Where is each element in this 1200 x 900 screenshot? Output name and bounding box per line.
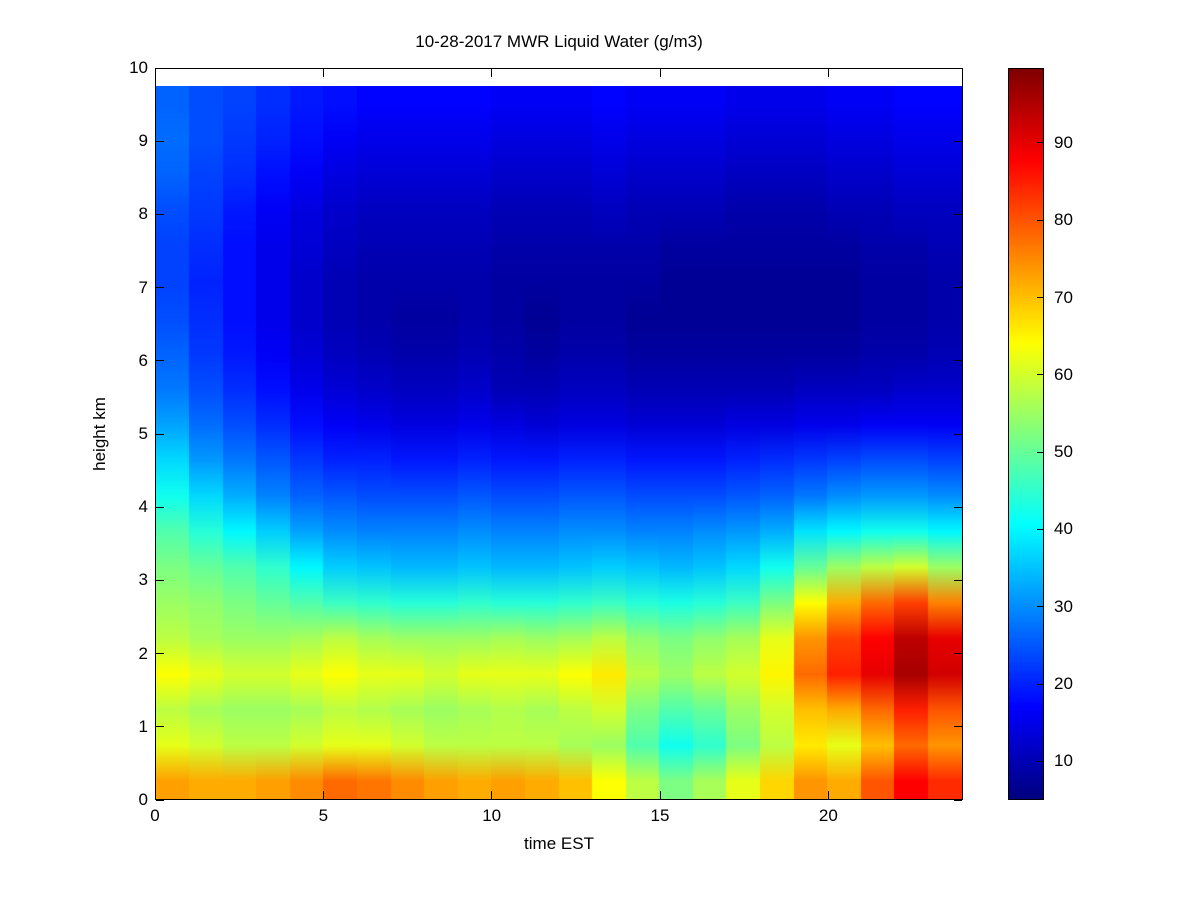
- colorbar-tick-label: 60: [1054, 364, 1073, 384]
- y-tick-mark-right: [954, 67, 962, 69]
- colorbar-tick-label: 50: [1054, 442, 1073, 462]
- y-tick-mark-right: [954, 287, 962, 289]
- x-tick-mark-top: [827, 69, 829, 77]
- y-tick-mark-right: [954, 653, 962, 655]
- y-tick-label: 9: [138, 131, 148, 151]
- x-tick-mark: [827, 791, 829, 799]
- colorbar-tick-label: 70: [1054, 287, 1073, 307]
- y-tick-label: 8: [138, 204, 148, 224]
- colorbar-tick-mark: [1037, 683, 1043, 685]
- x-tick-mark: [491, 791, 493, 799]
- y-tick-mark-right: [954, 140, 962, 142]
- colorbar-tick-mark: [1037, 297, 1043, 299]
- y-tick-mark: [156, 653, 164, 655]
- y-tick-mark: [156, 433, 164, 435]
- y-tick-mark-right: [954, 433, 962, 435]
- chart-title: 10-28-2017 MWR Liquid Water (g/m3): [415, 32, 703, 51]
- y-tick-mark: [156, 213, 164, 215]
- y-tick-label: 5: [138, 424, 148, 443]
- colorbar-tick-mark: [1037, 219, 1043, 221]
- x-tick-mark: [154, 791, 156, 799]
- x-tick-mark-top: [154, 69, 156, 77]
- y-tick-mark-right: [954, 579, 962, 581]
- y-tick-mark: [156, 287, 164, 289]
- y-tick-mark-right: [954, 213, 962, 215]
- x-tick-mark-top: [659, 69, 661, 77]
- colorbar-tick-label: 80: [1054, 210, 1073, 230]
- y-tick-label: 3: [138, 570, 148, 590]
- y-tick-mark: [156, 579, 164, 581]
- colorbar-tick-label: 30: [1054, 596, 1073, 616]
- y-tick-mark: [156, 799, 164, 801]
- x-tick-label: 0: [150, 806, 160, 825]
- heatmap-canvas: [156, 86, 962, 799]
- colorbar: [1009, 69, 1043, 799]
- colorbar-tick-label: 10: [1054, 751, 1073, 771]
- y-tick-mark-right: [954, 506, 962, 508]
- colorbar-tick-label: 90: [1054, 132, 1073, 152]
- colorbar-tick-label: 40: [1054, 519, 1073, 539]
- y-tick-mark: [156, 506, 164, 508]
- y-tick-label: 10: [129, 58, 148, 77]
- x-tick-label: 5: [318, 806, 329, 825]
- x-tick-label: 20: [818, 806, 838, 825]
- colorbar-tick-label: 20: [1054, 674, 1073, 694]
- x-tick-mark-top: [322, 69, 324, 77]
- y-tick-label: 2: [138, 643, 148, 663]
- colorbar-box: [1008, 68, 1044, 800]
- colorbar-tick-mark: [1037, 142, 1043, 144]
- y-tick-mark-right: [954, 799, 962, 801]
- y-tick-mark: [156, 726, 164, 728]
- colorbar-tick-mark: [1037, 760, 1043, 762]
- x-tick-mark: [659, 791, 661, 799]
- y-tick-mark: [156, 360, 164, 362]
- colorbar-tick-mark: [1037, 451, 1043, 453]
- x-tick-mark: [322, 791, 324, 799]
- plot-axes-box: [155, 68, 963, 800]
- y-tick-mark-right: [954, 726, 962, 728]
- y-tick-label: 1: [138, 716, 148, 736]
- y-axis-label: height km: [90, 397, 109, 471]
- colorbar-tick-mark: [1037, 528, 1043, 530]
- x-tick-label: 15: [650, 806, 670, 825]
- y-tick-label: 4: [138, 497, 148, 517]
- y-tick-label: 0: [138, 790, 148, 809]
- x-tick-mark-top: [491, 69, 493, 77]
- y-tick-mark-right: [954, 360, 962, 362]
- y-tick-mark: [156, 67, 164, 69]
- colorbar-tick-mark: [1037, 374, 1043, 376]
- y-tick-label: 7: [138, 277, 148, 297]
- y-tick-mark: [156, 140, 164, 142]
- colorbar-tick-mark: [1037, 606, 1043, 608]
- x-tick-label: 10: [482, 806, 502, 825]
- y-tick-label: 6: [138, 350, 148, 370]
- x-axis-label: time EST: [524, 834, 594, 853]
